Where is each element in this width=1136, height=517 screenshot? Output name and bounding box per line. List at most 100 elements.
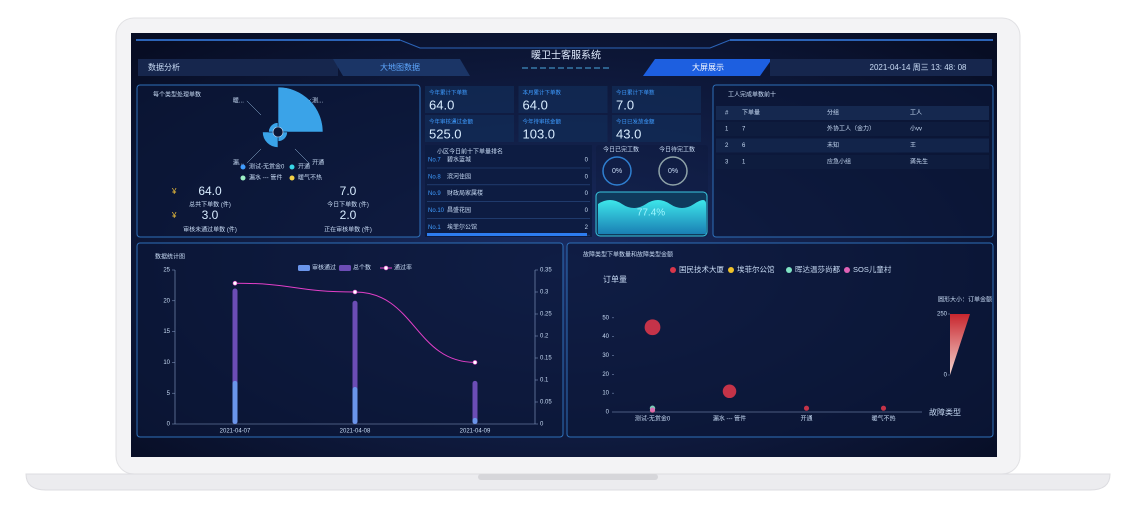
bar [472, 380, 478, 424]
kpi-label: 今日已发放金额 [616, 117, 655, 125]
laptop-notch [478, 474, 658, 480]
table-header: # [725, 111, 729, 117]
x-tick-label: 开通 [800, 415, 812, 423]
legend-dot [289, 164, 295, 170]
rank-value: 2 [585, 225, 589, 231]
rank-value: 0 [585, 174, 589, 180]
y-tick-label: 15 [163, 329, 170, 335]
water-wave [598, 200, 706, 234]
gauge-value: 0% [668, 168, 678, 175]
legend-dot [289, 175, 295, 181]
y-tick-label: 0 [606, 410, 610, 416]
y2-tick-label: 0.3 [540, 290, 549, 296]
kpi-value: 64.0 [429, 97, 454, 112]
table-header: 工人 [910, 110, 922, 117]
legend-dot [670, 267, 676, 273]
gauge-label: 今日待完工数 [659, 146, 695, 154]
nav-bar [770, 59, 992, 76]
line-point [352, 289, 358, 295]
nav-item[interactable]: 数据分析 [148, 62, 180, 72]
bubble [644, 319, 661, 336]
datetime: 2021-04-14 周三 13: 48: 08 [870, 63, 968, 72]
kpi-card [612, 86, 701, 113]
pie-label: 开通 [312, 159, 324, 167]
stat-value: 64.0 [198, 184, 222, 198]
gauge-ring [602, 156, 632, 186]
bar [352, 387, 358, 424]
legend-label: 国民技术大厦 [679, 264, 724, 274]
water-level: 77.4% [637, 208, 665, 219]
table-cell: 3 [725, 160, 729, 166]
chart-title: 故障类型下单数量和故障类型金额 [583, 251, 673, 259]
nav-bar [138, 59, 338, 76]
kpi-card [518, 115, 608, 142]
kpi-label: 今日累计下单数 [616, 88, 655, 96]
kpi-value: 43.0 [616, 126, 641, 141]
rank-no: No.1 [428, 225, 441, 231]
pie-label: 测... [312, 96, 323, 104]
gauge-ring [658, 156, 688, 186]
y2-tick-label: 0.2 [540, 334, 549, 340]
y2-tick-label: 0.1 [540, 378, 549, 384]
nav-item[interactable]: 大屏展示 [692, 62, 724, 72]
kpi-card [425, 115, 514, 142]
kpi-label: 今年审核通过金额 [429, 117, 474, 125]
nav-item[interactable]: 大地图数据 [380, 62, 420, 72]
legend-dot [786, 267, 792, 273]
kpi-card [518, 86, 608, 113]
x-tick-label: 暖气不热 [871, 415, 895, 423]
y-tick-label: 50 [602, 315, 609, 321]
y-tick-label: 10 [163, 360, 170, 366]
legend-swatch [298, 265, 310, 271]
legend-label: 埃菲尔公馆 [737, 264, 775, 274]
y-tick-label: 5 [167, 391, 171, 397]
legend-label: 漏水 --- 管件 [249, 174, 282, 182]
legend-label: 晖达温莎尚都 [795, 264, 840, 274]
rank-no: No.7 [428, 158, 441, 164]
bubble [722, 384, 737, 399]
legend-label: 总个数 [353, 264, 371, 272]
y2-tick-label: 0.25 [540, 312, 552, 318]
bubble [649, 407, 656, 413]
rank-name: 埃菲尔公馆 [447, 223, 477, 231]
currency: ¥ [171, 187, 177, 196]
kpi-card [612, 115, 701, 142]
kpi-value: 525.0 [429, 126, 462, 141]
table-header: 下单量 [742, 109, 760, 117]
kpi-label: 今年待审核金额 [523, 117, 562, 125]
size-legend-tick: 0 [944, 373, 948, 379]
kpi-label: 本月累计下单数 [523, 88, 562, 96]
stat-value: 3.0 [202, 208, 219, 222]
gauge-label: 今日已完工数 [603, 146, 639, 154]
nav-tab[interactable] [333, 59, 470, 76]
pie-slice [262, 131, 279, 148]
x-tick-label: 测试-无赏金0 [635, 415, 671, 423]
header: 数据分析 大地图数据 暖卫士客服系统 大屏展示 2021-04-14 周三 13… [136, 39, 993, 76]
pie-label: 漏... [233, 159, 244, 167]
stat-label: 正在审核单数 (件) [324, 226, 372, 234]
rank-name: 滨河佳园 [447, 172, 471, 180]
rank-value: 0 [585, 191, 589, 197]
size-legend-tick: 250 [937, 312, 948, 318]
gauge-value: 0% [612, 168, 622, 175]
y-tick-label: 20 [602, 372, 609, 378]
y-tick-label: 30 [602, 353, 609, 359]
bar [472, 417, 478, 424]
kpi-label: 今年累计下单数 [429, 88, 468, 96]
panel [136, 242, 564, 438]
stat-label: 总共下单数 (件) [189, 201, 231, 209]
nav-tab-active[interactable] [643, 59, 772, 76]
legend-label: SOS儿童村 [853, 264, 892, 274]
legend-label: 开通 [298, 163, 310, 171]
y-tick-label: 25 [163, 268, 170, 274]
table-cell: 外协工人（金力） [827, 125, 875, 133]
pie-label: 暖... [233, 96, 244, 104]
kpi-card [425, 86, 514, 113]
legend-swatch [383, 265, 389, 271]
legend-dot [240, 164, 246, 170]
pie-leader [308, 98, 312, 102]
rank-value: 0 [585, 208, 589, 214]
rank-name: 昌盛花园 [447, 206, 471, 214]
table-cell: 应急小组 [827, 158, 851, 166]
